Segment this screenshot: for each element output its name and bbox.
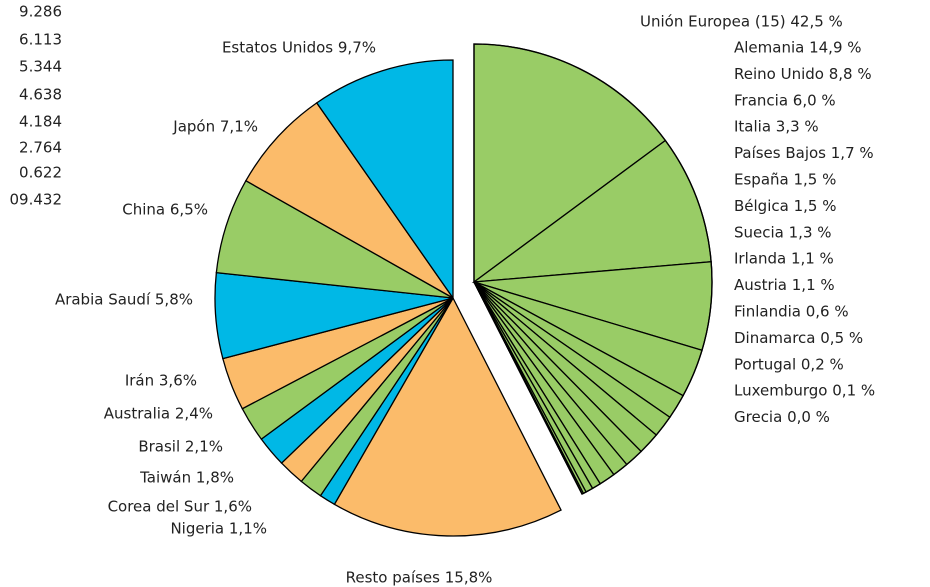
slice-label: Nigeria 1,1% [170, 520, 267, 538]
sub-label: Portugal 0,2 % [734, 355, 844, 373]
slice [315, 59, 454, 301]
slice-label: Japón 7,1% [172, 118, 258, 136]
sub-label: Reino Unido 8,8 % [734, 65, 872, 83]
sub-label: Luxemburgo 0,1 % [734, 382, 875, 400]
sub-label: Austria 1,1 % [734, 276, 835, 294]
slice-label: Resto países 15,8% [346, 569, 493, 587]
slice-label: Estatos Unidos 9,7% [222, 39, 376, 57]
slice [473, 43, 713, 495]
side-value: 4.638 [19, 86, 62, 104]
slice-label: Irán 3,6% [125, 372, 197, 390]
sub-label: Países Bajos 1,7 % [734, 144, 874, 162]
sub-label: Alemania 14,9 % [734, 39, 862, 57]
sub-label: Suecia 1,3 % [734, 223, 832, 241]
slice-label: Australia 2,4% [104, 405, 213, 423]
sub-label: Irlanda 1,1 % [734, 250, 834, 268]
sub-label: Grecia 0,0 % [734, 408, 830, 426]
sub-label: Italia 3,3 % [734, 118, 819, 136]
slice-label: Corea del Sur 1,6% [108, 498, 252, 516]
side-value: 6.113 [19, 31, 62, 49]
sub-label: Francia 6,0 % [734, 91, 836, 109]
sub-label: Bélgica 1,5 % [734, 197, 836, 215]
side-value: 5.344 [19, 58, 62, 76]
sub-label: Dinamarca 0,5 % [734, 329, 863, 347]
slice-label: Unión Europea (15) 42,5 % [640, 13, 843, 31]
slice-label: Brasil 2,1% [138, 438, 223, 456]
slice [333, 296, 562, 537]
side-value: 4.184 [19, 113, 62, 131]
sub-label: Finlandia 0,6 % [734, 303, 849, 321]
slice-label: Arabia Saudí 5,8% [55, 291, 193, 309]
side-value: 0.622 [19, 164, 62, 182]
side-value: 09.432 [10, 191, 63, 209]
slice [245, 101, 454, 299]
side-value: 9.286 [19, 3, 62, 21]
slice-label: China 6,5% [122, 201, 208, 219]
slice-label: Taiwán 1,8% [139, 469, 234, 487]
side-value: 2.764 [19, 139, 62, 157]
sub-label: España 1,5 % [734, 171, 836, 189]
